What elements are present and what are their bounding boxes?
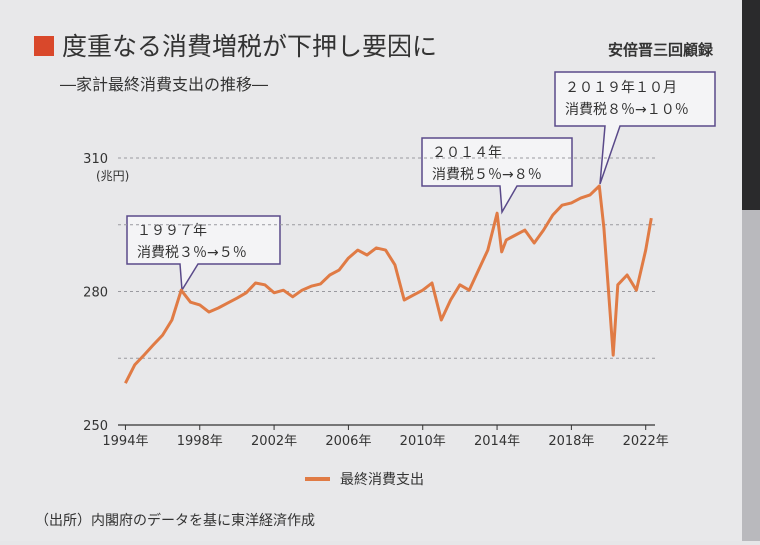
- x-tick-label: 2006年: [325, 434, 371, 449]
- x-tick-label: 1998年: [177, 434, 223, 449]
- source: （出所）内閣府のデータを基に東洋経済作成: [35, 512, 315, 529]
- chart-subtitle: ―家計最終消費支出の推移―: [60, 75, 268, 94]
- y-tick-label: 310: [83, 152, 108, 167]
- x-tick-label: 1994年: [102, 434, 148, 449]
- y-tick-label: 280: [83, 286, 108, 301]
- logo: 安倍晋三回顧録: [608, 41, 714, 59]
- chart-title: 度重なる消費増税が下押し要因に: [62, 32, 437, 61]
- annotation-text: ２０１４年: [432, 145, 502, 161]
- annotation-text: 消費税５％→８％: [432, 167, 542, 183]
- annotation-text: 消費税３％→５％: [137, 245, 247, 261]
- x-tick-label: 2014年: [474, 434, 520, 449]
- screen-edge-dark: [742, 0, 760, 210]
- data-line: [124, 184, 653, 384]
- x-tick-label: 2018年: [548, 434, 594, 449]
- y-tick-label: 250: [83, 419, 108, 434]
- y-unit: (兆円): [96, 169, 129, 183]
- annotation-text: ２０１９年１０月: [565, 80, 677, 96]
- annotation-text: 消費税８％→１０％: [565, 102, 689, 118]
- x-tick-label: 2002年: [251, 434, 297, 449]
- callout-box: [126, 215, 281, 293]
- x-tick-label: 2022年: [623, 434, 669, 449]
- x-tick-label: 2010年: [400, 434, 446, 449]
- annotation-text: １９９７年: [137, 223, 207, 239]
- legend-label: 最終消費支出: [340, 472, 424, 488]
- title-bullet: [34, 36, 54, 56]
- callout-box: [554, 71, 716, 185]
- callout-box: [421, 137, 573, 215]
